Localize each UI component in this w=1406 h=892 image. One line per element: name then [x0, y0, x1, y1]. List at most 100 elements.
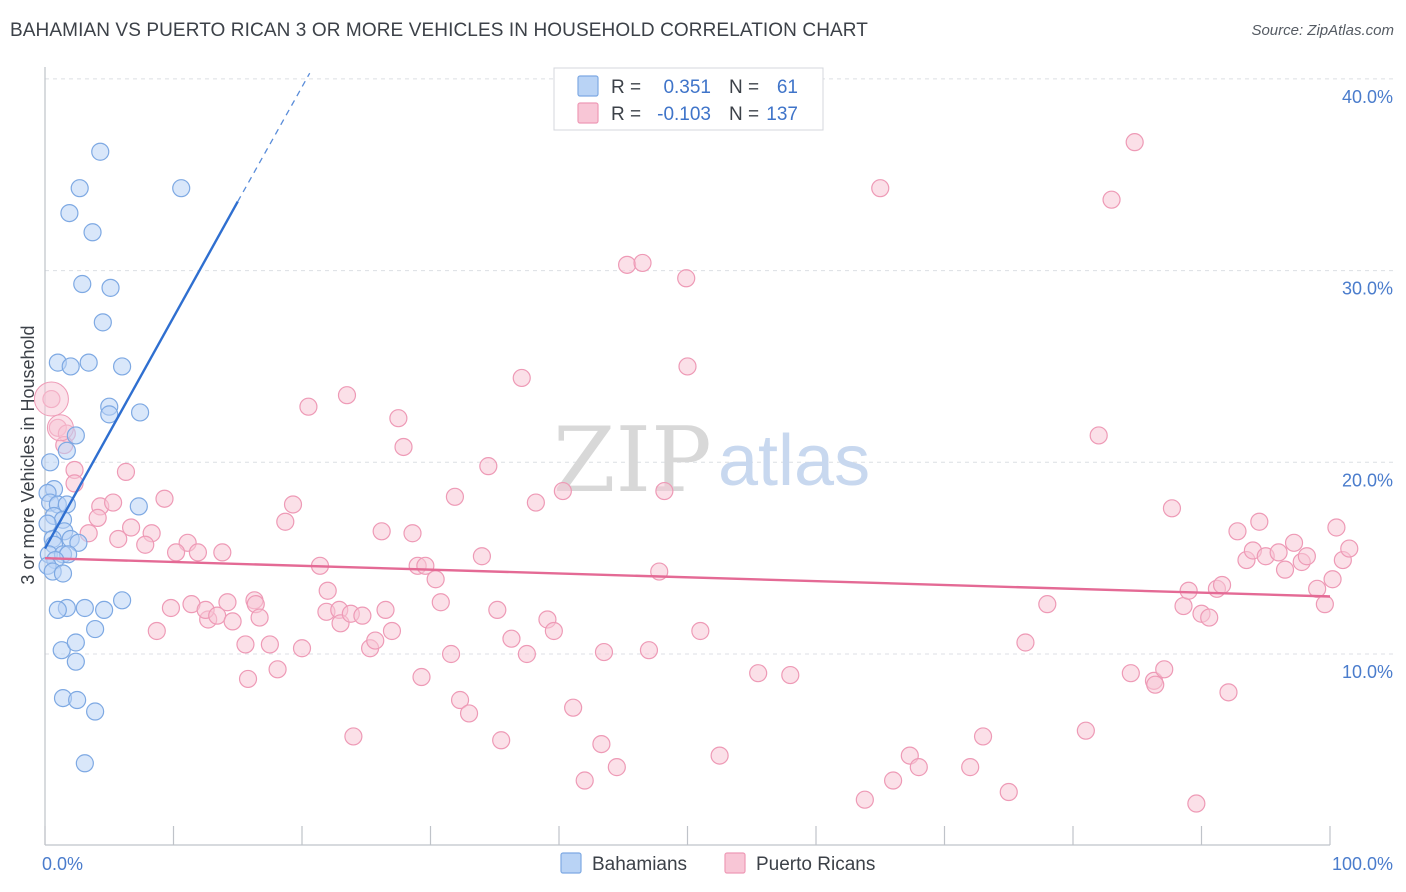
y-axis-label: 3 or more Vehicles in Household	[18, 325, 38, 584]
point-puerto-ricans	[276, 512, 295, 531]
point-bahamians	[172, 179, 191, 198]
point-bahamians	[53, 564, 73, 583]
point-puerto-ricans	[188, 543, 208, 562]
point-puerto-ricans	[394, 437, 413, 457]
point-puerto-ricans	[1315, 595, 1334, 614]
point-puerto-ricans	[639, 641, 659, 660]
point-puerto-ricans	[441, 644, 461, 664]
point-puerto-ricans	[488, 600, 507, 620]
point-puerto-ricans	[749, 664, 768, 683]
point-bahamians	[83, 223, 102, 242]
point-puerto-ricans-large	[33, 381, 69, 417]
legend-swatch-puerto-ricans	[724, 852, 746, 874]
legend-swatch-bahamians	[577, 75, 599, 97]
point-bahamians	[86, 619, 105, 639]
series-legend: Bahamians Puerto Ricans	[560, 852, 875, 875]
point-puerto-ricans	[459, 704, 479, 723]
point-puerto-ricans	[677, 269, 696, 288]
point-puerto-ricans	[1155, 660, 1174, 679]
point-puerto-ricans	[1228, 522, 1247, 541]
point-puerto-ricans	[236, 635, 255, 654]
y-tick-label: 30.0%	[1342, 279, 1393, 299]
point-bahamians	[70, 179, 89, 198]
point-puerto-ricans	[961, 758, 980, 777]
point-puerto-ricans	[426, 570, 445, 589]
point-puerto-ricans	[1327, 518, 1346, 537]
watermark-zip: ZIP	[553, 408, 712, 513]
point-puerto-ricans	[376, 600, 395, 620]
point-puerto-ricans	[1219, 683, 1238, 702]
point-bahamians	[68, 690, 87, 710]
trend-line-bahamians	[43, 201, 239, 550]
point-puerto-ricans	[268, 660, 287, 679]
point-puerto-ricans	[292, 639, 312, 658]
point-bahamians	[73, 274, 92, 294]
point-puerto-ricans	[1146, 675, 1165, 694]
point-puerto-ricans	[592, 734, 611, 754]
legend-swatch-puerto-ricans	[577, 102, 599, 124]
point-puerto-ricans	[403, 524, 422, 543]
point-bahamians	[93, 313, 112, 332]
point-puerto-ricans	[909, 758, 928, 777]
point-puerto-ricans	[633, 253, 652, 273]
point-bahamians	[38, 514, 57, 533]
point-puerto-ricans	[883, 771, 903, 790]
legend-n-value: 61	[777, 77, 798, 98]
point-puerto-ricans	[1162, 499, 1182, 518]
point-puerto-ricans	[88, 508, 107, 527]
legend-r-value: -0.103	[657, 104, 711, 125]
point-puerto-ricans	[999, 782, 1018, 802]
point-puerto-ricans	[1102, 190, 1121, 209]
point-puerto-ricans	[594, 642, 614, 662]
point-puerto-ricans	[372, 522, 391, 541]
point-bahamians	[79, 353, 98, 372]
point-puerto-ricans	[564, 698, 583, 717]
point-bahamians	[130, 403, 150, 422]
point-puerto-ricans	[973, 727, 993, 746]
point-puerto-ricans	[1269, 543, 1288, 562]
point-puerto-ricans	[104, 493, 123, 512]
point-bahamians	[95, 600, 114, 620]
point-puerto-ricans	[479, 457, 498, 476]
point-puerto-ricans	[544, 621, 563, 641]
point-puerto-ricans	[517, 644, 536, 664]
x-tick-label-min: 0.0%	[42, 854, 83, 874]
point-puerto-ricans	[116, 462, 136, 481]
point-bahamians	[91, 142, 110, 161]
point-puerto-ricans	[250, 608, 269, 627]
legend-r-label: R =	[611, 104, 641, 125]
point-bahamians	[60, 203, 79, 223]
point-puerto-ricans	[218, 593, 237, 612]
point-puerto-ricans	[1179, 581, 1198, 600]
point-puerto-ricans	[1340, 539, 1359, 558]
point-bahamians	[52, 641, 71, 660]
point-puerto-ricans	[855, 790, 874, 809]
y-tick-label: 10.0%	[1342, 662, 1393, 682]
point-bahamians	[112, 591, 132, 610]
point-puerto-ricans	[1275, 560, 1295, 579]
point-puerto-ricans	[1038, 595, 1057, 614]
legend-swatch-bahamians	[560, 852, 582, 874]
point-puerto-ricans	[526, 493, 545, 512]
correlation-legend: R = 0.351 N = 61 R = -0.103 N = 137	[553, 67, 824, 131]
point-puerto-ricans	[223, 612, 242, 631]
point-puerto-ricans	[1187, 794, 1206, 813]
legend-label-puerto-ricans: Puerto Ricans	[756, 854, 875, 875]
point-puerto-ricans	[678, 357, 697, 376]
point-puerto-ricans	[155, 489, 174, 508]
point-puerto-ricans	[1121, 664, 1140, 683]
point-puerto-ricans	[431, 593, 450, 612]
point-puerto-ricans	[1308, 579, 1327, 598]
point-puerto-ricans	[710, 746, 729, 765]
chart-title: BAHAMIAN VS PUERTO RICAN 3 OR MORE VEHIC…	[10, 20, 868, 41]
point-puerto-ricans	[147, 621, 166, 641]
y-tick-label: 20.0%	[1342, 470, 1393, 490]
point-puerto-ricans	[1089, 426, 1108, 445]
point-bahamians	[75, 598, 94, 618]
point-puerto-ricans	[382, 621, 402, 641]
point-puerto-ricans	[502, 629, 521, 648]
point-puerto-ricans	[1212, 575, 1232, 595]
source-label: Source: ZipAtlas.com	[1251, 22, 1394, 39]
point-bahamians	[129, 497, 148, 516]
legend-n-value: 137	[766, 104, 798, 125]
